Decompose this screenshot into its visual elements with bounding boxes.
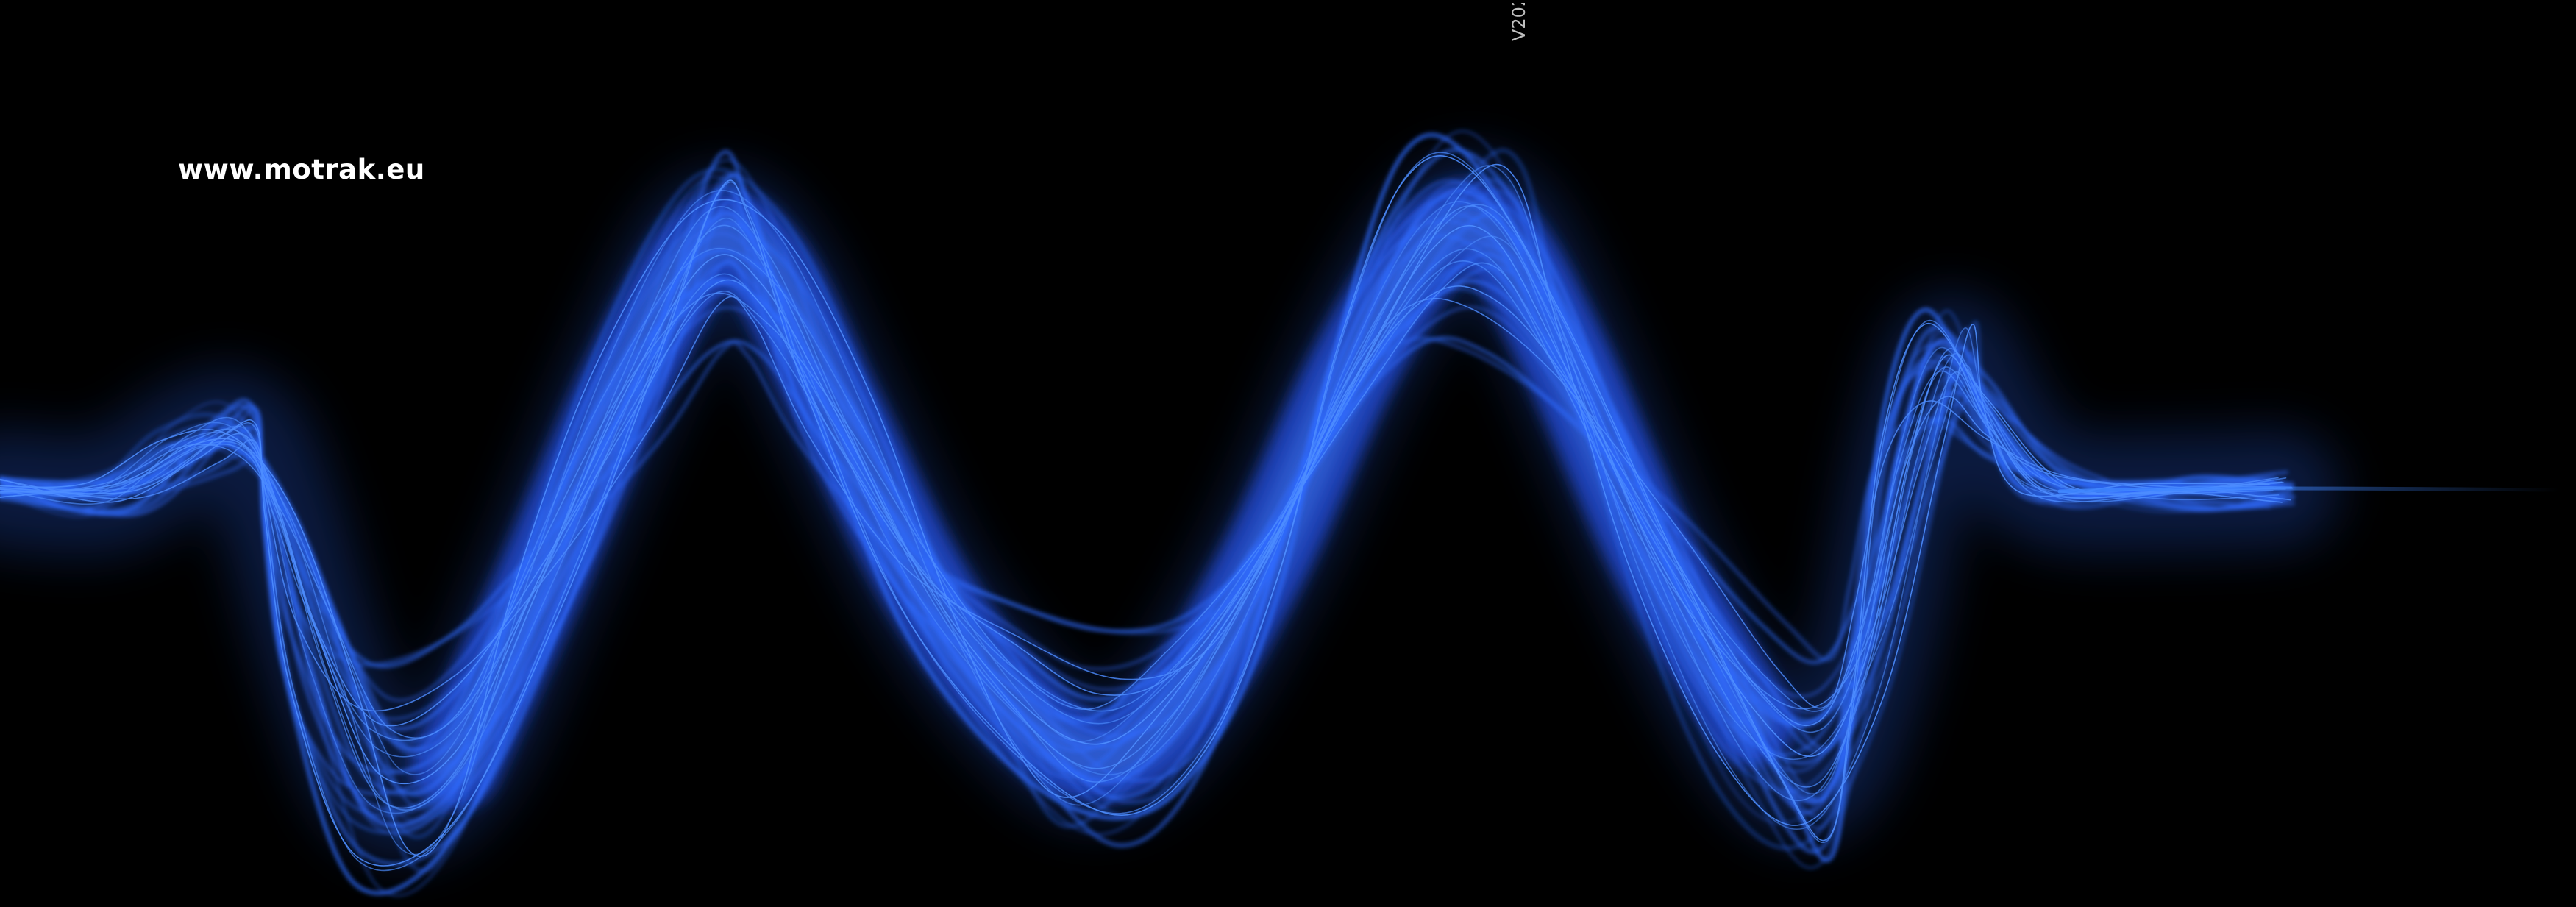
wave-highlight-line <box>0 262 2279 739</box>
version-tag: V202 <box>1509 3 1529 41</box>
wave-strand <box>0 178 2274 839</box>
wave-highlight-line <box>0 235 2274 775</box>
wave-highlight-line <box>0 201 2286 814</box>
wave-strand <box>0 175 2274 825</box>
wave-highlight-line <box>0 260 2287 741</box>
wave-highlight-line <box>0 163 2270 857</box>
wave-highlight-line <box>0 224 2283 785</box>
version-label: V202 <box>1509 3 1529 41</box>
wave-highlights <box>0 152 2294 872</box>
wave-strand <box>0 204 2270 809</box>
wave-strand <box>0 232 2279 773</box>
wave-strand <box>0 188 2288 828</box>
wave-strand <box>0 199 2295 802</box>
wave-highlight-line <box>0 204 2280 811</box>
wave-highlight-line <box>0 248 2284 758</box>
wave-highlight-line <box>0 205 2282 809</box>
wave-highlight-line <box>0 154 2294 867</box>
wave-highlight-line <box>0 279 2283 727</box>
wave-tail <box>2057 486 2562 494</box>
wave-strand <box>0 336 2286 668</box>
wave-highlight-line <box>0 165 2274 856</box>
website-url: www.motrak.eu <box>178 154 425 185</box>
wave-highlight-line <box>0 152 2292 872</box>
wave-tail-line <box>2057 486 2562 494</box>
